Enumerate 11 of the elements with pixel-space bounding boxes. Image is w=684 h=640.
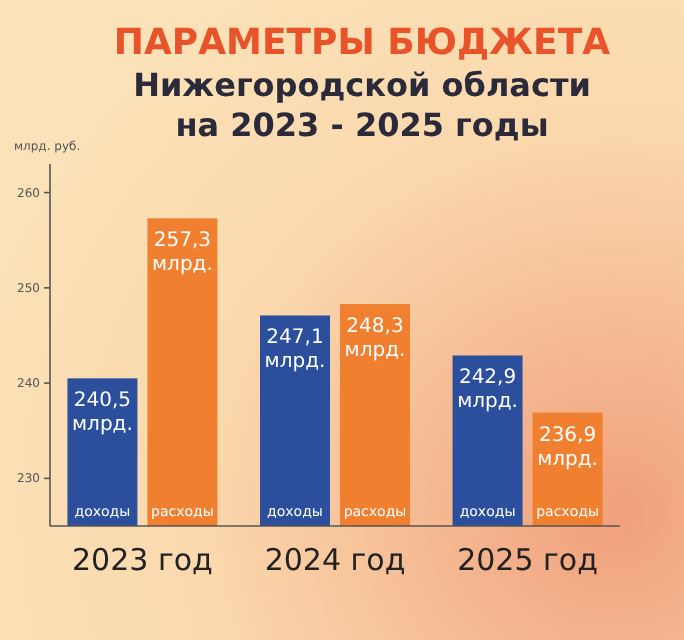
data-label: 247,1 млрд. [264,327,326,374]
data-label: 236,9 млрд. [537,424,598,471]
data-label: 240,5 млрд. [72,390,133,437]
data-label: 242,9 млрд. [457,367,518,414]
chart-subtitle: Нижегородской области на 2023 - 2025 годы [133,66,591,144]
x-tick-label: 2025 год [457,542,598,578]
chart-title: ПАРАМЕТРЫ БЮДЖЕТА [113,22,611,64]
data-label: 257,3 млрд. [152,230,213,277]
data-label: 248,3 млрд. [344,316,406,363]
x-tick-label: 2024 год [264,542,406,578]
x-tick-label: 2023 год [72,542,213,578]
